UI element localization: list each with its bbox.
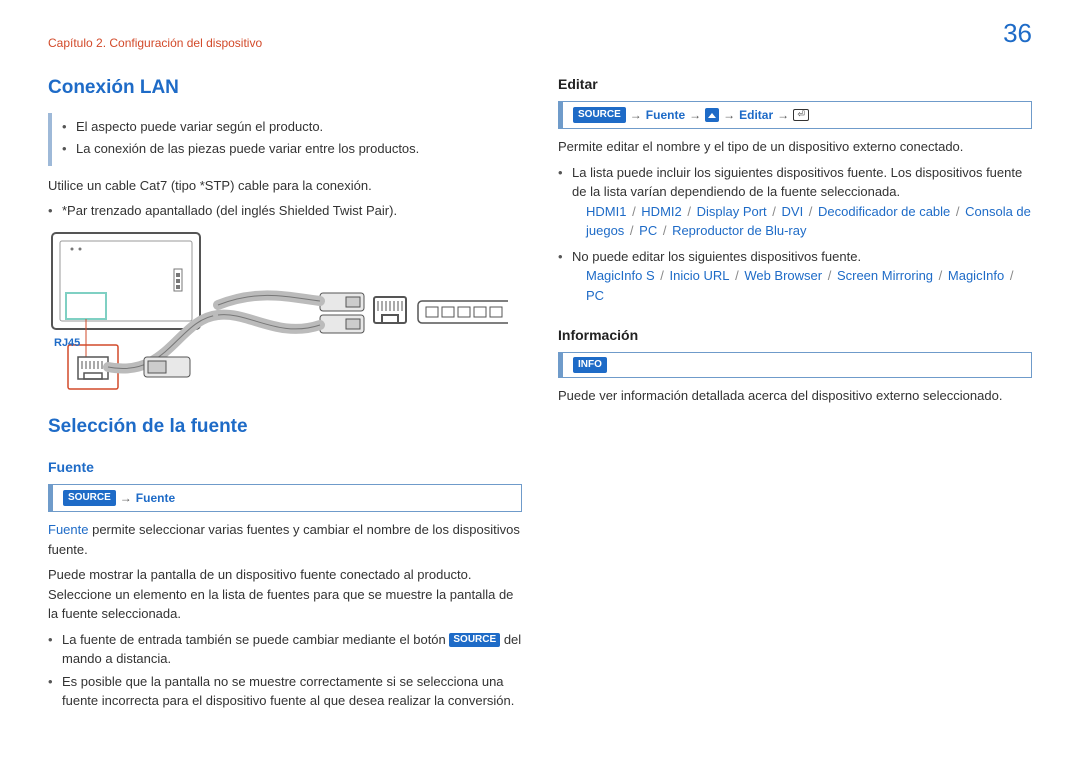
device-link: HDMI1	[586, 204, 626, 219]
subheading-fuente: Fuente	[48, 457, 522, 478]
arrow-icon: →	[630, 106, 642, 124]
right-column: Editar SOURCE → Fuente → → Editar → ⏎ Pe…	[558, 74, 1032, 714]
device-link: PC	[586, 288, 604, 303]
device-link: Display Port	[697, 204, 767, 219]
device-link: DVI	[782, 204, 804, 219]
left-column: Conexión LAN El aspecto puede variar seg…	[48, 74, 522, 714]
heading-lan: Conexión LAN	[48, 74, 522, 103]
bullet-source-remote: La fuente de entrada también se puede ca…	[48, 630, 522, 669]
separator: /	[822, 268, 837, 283]
separator: /	[682, 204, 697, 219]
text-part: La lista puede incluir los siguientes di…	[572, 165, 1022, 200]
editar-desc: Permite editar el nombre y el tipo de un…	[558, 137, 1032, 157]
device-link: Decodificador de cable	[818, 204, 950, 219]
lan-diagram: RJ45	[48, 229, 508, 399]
two-column-layout: Conexión LAN El aspecto puede variar seg…	[48, 74, 1032, 714]
nav-path-editar: SOURCE → Fuente → → Editar → ⏎	[558, 101, 1032, 129]
path-editar: Editar	[739, 106, 773, 124]
text-stp: *Par trenzado apantallado (del inglés Sh…	[48, 201, 522, 221]
nav-path-fuente: SOURCE → Fuente	[48, 484, 522, 512]
arrow-icon: →	[777, 106, 789, 124]
separator: /	[767, 204, 782, 219]
info-desc: Puede ver información detallada acerca d…	[558, 386, 1032, 406]
device-link: Screen Mirroring	[837, 268, 933, 283]
separator: /	[950, 204, 965, 219]
device-link: Web Browser	[744, 268, 822, 283]
device-link: Inicio URL	[670, 268, 730, 283]
device-link: PC	[639, 223, 657, 238]
chapter-label: Capítulo 2. Configuración del dispositiv…	[48, 34, 1032, 52]
separator: /	[1004, 268, 1015, 283]
page-root: 36 Capítulo 2. Configuración del disposi…	[0, 0, 1080, 734]
separator: /	[626, 204, 641, 219]
separator: /	[729, 268, 744, 283]
rj45-label: RJ45	[54, 335, 80, 352]
path-fuente: Fuente	[136, 489, 175, 507]
heading-editar: Editar	[558, 74, 1032, 95]
separator: /	[933, 268, 948, 283]
arrow-icon: →	[689, 106, 701, 124]
nav-path-info: INFO	[558, 352, 1032, 378]
page-number: 36	[1003, 14, 1032, 53]
text-part: La fuente de entrada también se puede ca…	[62, 632, 449, 647]
fuente-kw: Fuente	[48, 522, 88, 537]
bullet-wrong-source: Es posible que la pantalla no se muestre…	[48, 672, 522, 711]
source-badge-inline: SOURCE	[449, 633, 500, 647]
separator: /	[803, 204, 818, 219]
arrow-icon: →	[723, 106, 735, 124]
info-badge: INFO	[573, 357, 607, 373]
bullet-cannot-edit: No puede editar los siguientes dispositi…	[558, 247, 1032, 306]
device-list-1: HDMI1 / HDMI2 / Display Port / DVI / Dec…	[572, 202, 1032, 241]
device-link: Reproductor de Blu-ray	[672, 223, 806, 238]
note-box-lan: El aspecto puede variar según el product…	[48, 113, 522, 166]
text-part: No puede editar los siguientes dispositi…	[572, 249, 861, 264]
enter-icon: ⏎	[793, 109, 809, 121]
fuente-p2: Puede mostrar la pantalla de un disposit…	[48, 565, 522, 624]
text-cable: Utilice un cable Cat7 (tipo *STP) cable …	[48, 176, 522, 196]
up-icon	[705, 108, 719, 122]
separator: /	[657, 223, 672, 238]
separator: /	[655, 268, 670, 283]
note-item: La conexión de las piezas puede variar e…	[62, 139, 522, 159]
heading-seleccion: Selección de la fuente	[48, 413, 522, 442]
device-link: MagicInfo S	[586, 268, 655, 283]
device-link: HDMI2	[641, 204, 681, 219]
note-item: El aspecto puede variar según el product…	[62, 117, 522, 137]
heading-informacion: Información	[558, 325, 1032, 346]
fuente-rest: permite seleccionar varias fuentes y cam…	[48, 522, 520, 557]
fuente-lead: Fuente permite seleccionar varias fuente…	[48, 520, 522, 559]
device-list-2: MagicInfo S / Inicio URL / Web Browser /…	[572, 266, 1032, 305]
lan-diagram-svg	[48, 229, 508, 399]
source-badge: SOURCE	[63, 490, 116, 506]
device-link: MagicInfo	[948, 268, 1004, 283]
bullet-device-list: La lista puede incluir los siguientes di…	[558, 163, 1032, 241]
path-fuente: Fuente	[646, 106, 685, 124]
source-badge: SOURCE	[573, 107, 626, 123]
separator: /	[624, 223, 639, 238]
arrow-icon: →	[120, 489, 132, 507]
